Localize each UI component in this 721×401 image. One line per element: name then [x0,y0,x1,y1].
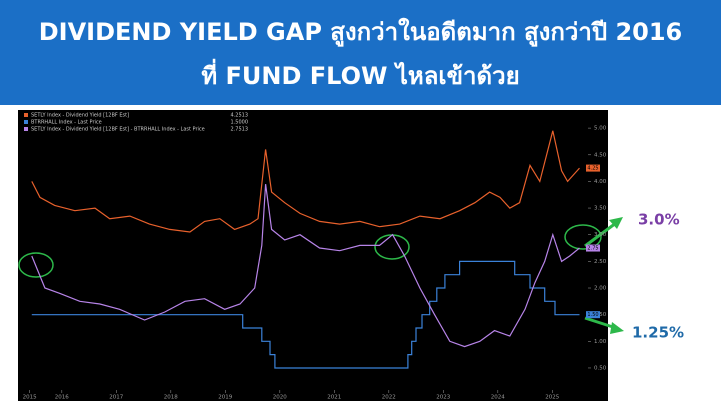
x-tick-label: 2018 [164,395,178,401]
highlight-circle [18,252,54,278]
arrowhead [610,322,624,334]
legend-swatch [24,127,28,131]
arrowhead [609,217,623,229]
y-tick-label: 0.50 [594,365,607,371]
series-line [31,130,580,233]
end-tag [586,164,600,172]
end-tag [586,244,600,252]
annotation: 1.25% [632,324,684,342]
y-tick-label: 5.00 [594,126,607,132]
y-tick-label: 3.50 [594,206,607,212]
title-banner: DIVIDEND YIELD GAP สูงกว่าในอดีตมาก สูงก… [0,0,721,105]
legend-label: SETLY Index - Dividend Yield [12BF Est] [31,113,129,119]
y-tick-label: 4.50 [594,152,607,158]
arrow [584,316,617,330]
y-tick-label: 4.00 [594,179,607,185]
y-tick-label: 1.50 [594,312,607,318]
end-tag [586,311,600,319]
x-tick-label: 2023 [436,395,450,401]
legend-label: SETLY Index - Dividend Yield [12BF Est] … [31,127,205,133]
y-tick-label: 1.00 [594,339,607,345]
end-tag-label: 2.75 [587,246,598,252]
legend-swatch [24,120,28,124]
x-tick-label: 2022 [382,395,396,401]
series-line [31,184,580,348]
end-tag-label: 1.50 [587,312,598,318]
y-tick-label: 3.00 [594,232,607,238]
legend-label: BTRRHALL Index - Last Price [31,120,102,126]
legend-value: 1.5000 [231,120,249,126]
x-tick-label: 2024 [491,395,505,401]
x-tick-label: 2017 [109,395,123,401]
y-tick-label: 2.50 [594,259,607,265]
title-line: ที่ FUND FLOW ไหลเข้าด้วย [201,62,520,90]
x-tick-label: 2016 [55,395,69,401]
annotation: 3.0% [638,211,680,229]
highlight-circle [564,224,602,250]
series-line [31,260,580,369]
arrow [584,221,617,248]
title-line: DIVIDEND YIELD GAP สูงกว่าในอดีตมาก สูงก… [38,18,683,46]
y-tick-label: 2.00 [594,286,607,292]
legend-swatch [24,113,28,117]
plot-background [18,110,608,401]
x-tick-label: 2020 [273,395,287,401]
x-tick-label: 2019 [218,395,232,401]
x-tick-label: 2025 [545,395,559,401]
legend-value: 2.7513 [231,127,249,133]
x-tick-label: 2015 [23,395,37,401]
end-tag-label: 4.25 [587,166,598,172]
x-tick-label: 2021 [327,395,341,401]
legend-value: 4.2513 [231,113,249,119]
